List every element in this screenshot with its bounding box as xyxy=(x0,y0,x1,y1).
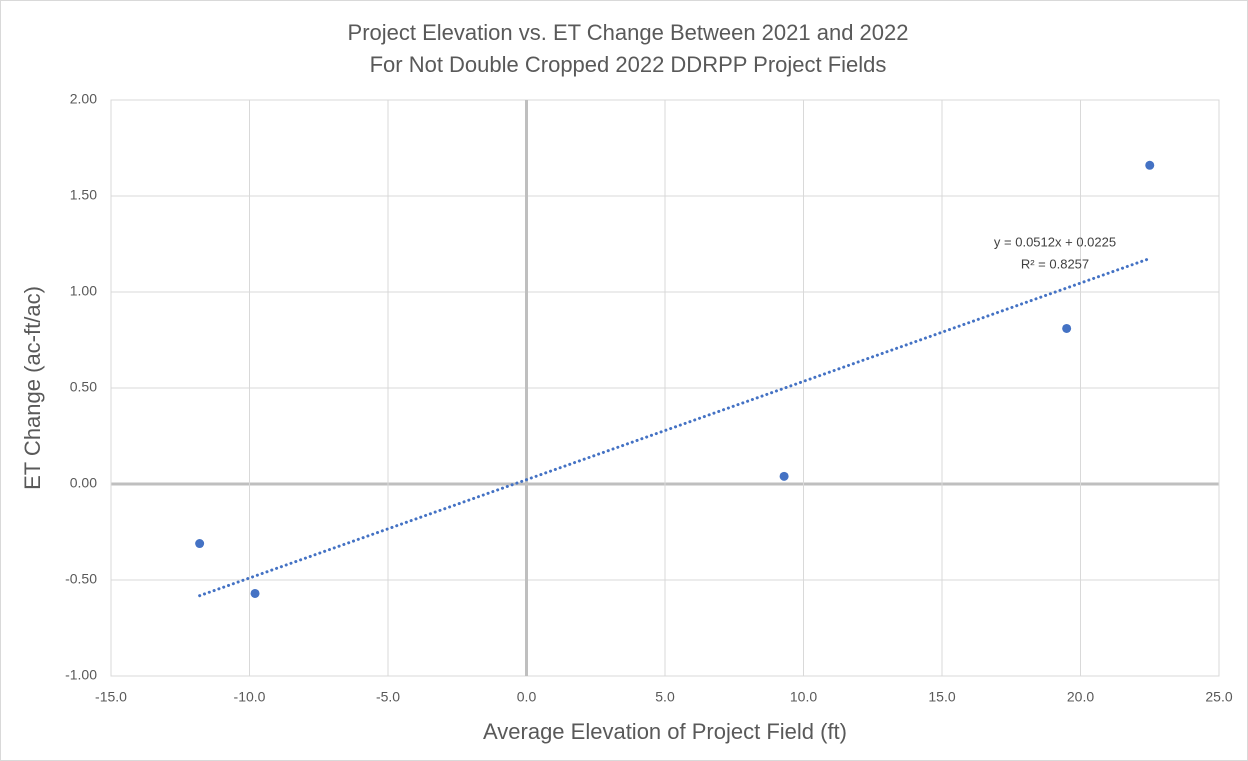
y-tick-label: 1.50 xyxy=(70,187,97,203)
trendline-equation: y = 0.0512x + 0.0225 xyxy=(994,234,1116,249)
chart-subtitle: For Not Double Cropped 2022 DDRPP Projec… xyxy=(370,52,887,77)
y-tick-label: 0.00 xyxy=(70,475,97,491)
x-axis-label: Average Elevation of Project Field (ft) xyxy=(483,719,847,744)
y-tick-label: 1.00 xyxy=(70,283,97,299)
point xyxy=(250,588,260,598)
point xyxy=(1062,323,1072,333)
trendline xyxy=(198,256,1152,598)
x-tick-label: 25.0 xyxy=(1205,689,1232,705)
x-tick-label: -15.0 xyxy=(95,689,127,705)
y-tick-label: 0.50 xyxy=(70,379,97,395)
y-tick-label: 2.00 xyxy=(70,91,97,107)
y-axis-label: ET Change (ac-ft/ac) xyxy=(20,286,45,490)
x-tick-label: 0.0 xyxy=(517,689,537,705)
chart-title: Project Elevation vs. ET Change Between … xyxy=(348,20,909,45)
y-tick-label: -1.00 xyxy=(65,667,97,683)
x-tick-label: -10.0 xyxy=(234,689,266,705)
point xyxy=(779,471,789,481)
x-tick-label: 15.0 xyxy=(928,689,955,705)
point xyxy=(1145,160,1155,170)
x-tick-label: -5.0 xyxy=(376,689,400,705)
x-tick-label: 5.0 xyxy=(655,689,675,705)
x-tick-label: 10.0 xyxy=(790,689,817,705)
point xyxy=(195,539,205,549)
x-tick-label: 20.0 xyxy=(1067,689,1094,705)
trendline-r-squared: R² = 0.8257 xyxy=(1021,256,1089,271)
y-tick-label: -0.50 xyxy=(65,571,97,587)
